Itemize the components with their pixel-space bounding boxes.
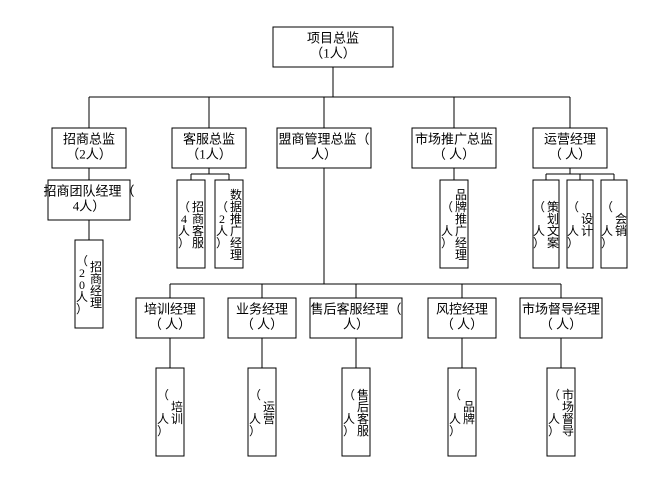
org-node-root: 项目总监（1人） (273, 27, 393, 67)
node-label: 服 (357, 424, 369, 438)
node-label: 服 (192, 236, 204, 250)
node-label: （ 人） (549, 146, 591, 161)
node-label: （ 人） (540, 316, 582, 331)
node-label: （ (157, 388, 169, 402)
node-label: （ (249, 388, 261, 402)
nodes: 项目总监（1人）招商总监（2人）客服总监（1人）盟商管理总监（人）市场推广总监（… (43, 27, 627, 456)
node-label: （ (449, 388, 461, 402)
org-node-m2a: 运营（ 人） (248, 368, 276, 456)
org-node-m2: 业务经理（ 人） (228, 298, 296, 338)
node-label: （ 人） (241, 316, 283, 331)
node-label: 理 (230, 248, 242, 262)
node-label: （ (601, 200, 613, 214)
node-label: 项目总监 (307, 30, 359, 45)
node-label: （1人） (310, 45, 356, 60)
org-node-d2b: 数据推广经理（2人） (215, 180, 243, 268)
node-label: ） (441, 236, 453, 250)
node-label: 培训经理 (144, 301, 196, 316)
node-label: ） (76, 302, 88, 316)
node-label: ） (601, 236, 613, 250)
node-label: 理 (90, 296, 102, 310)
org-node-m1: 培训经理（ 人） (136, 298, 204, 338)
node-label: 人） (343, 316, 369, 331)
org-node-d2: 客服总监（1人） (172, 128, 246, 168)
org-node-d4: 市场推广总监（ 人） (412, 128, 496, 168)
node-label: ） (157, 424, 169, 438)
org-node-m4a: 品牌（ 人） (448, 368, 476, 456)
node-label: ） (567, 236, 579, 250)
node-label: 销 (615, 224, 627, 238)
node-label: 牌 (463, 412, 475, 426)
node-label: 客服总监 (183, 131, 235, 146)
node-label: 导 (562, 424, 574, 438)
node-label: 市场推广总监 (415, 131, 493, 146)
node-label: 招商总监 (63, 131, 115, 146)
node-label: ） (548, 424, 560, 438)
node-label: 市场督导经理 (522, 301, 600, 316)
org-node-d5c: 会销（ 人） (601, 180, 627, 268)
node-label: （1人） (186, 146, 232, 161)
node-label: 盟商管理总监（ (278, 131, 369, 146)
node-label: ） (449, 424, 461, 438)
node-label: ） (533, 236, 545, 250)
node-label: （ (441, 200, 453, 214)
node-label: 计 (581, 224, 593, 238)
node-label: （ (567, 200, 579, 214)
org-node-m5: 市场督导经理（ 人） (520, 298, 602, 338)
node-label: 招商团队经理（ (43, 183, 134, 198)
node-label: 业务经理 (236, 301, 288, 316)
node-label: （ (343, 388, 355, 402)
org-node-m4: 风控经理（ 人） (428, 298, 496, 338)
org-node-d5b: 设计（ 人） (567, 180, 593, 268)
node-label: 人） (311, 146, 337, 161)
org-node-d1a1: 招商经理（20人） (75, 240, 103, 328)
org-chart: 项目总监（1人）招商总监（2人）客服总监（1人）盟商管理总监（人）市场推广总监（… (0, 0, 667, 500)
node-label: ） (249, 424, 261, 438)
org-node-m3: 售后客服经理（人） (310, 298, 402, 338)
node-label: 售后客服经理（ (310, 301, 401, 316)
node-label: ） (178, 236, 190, 250)
node-label: （ 人） (149, 316, 191, 331)
org-node-m3a: 售后客服（ 人） (342, 368, 370, 456)
node-label: 训 (171, 412, 183, 426)
node-label: （2人） (66, 146, 112, 161)
node-label: （ 人） (441, 316, 483, 331)
org-node-d2a: 招商客服（4人） (177, 180, 205, 268)
org-node-d5a: 策划文案（ 人） (533, 180, 559, 268)
node-label: 案 (547, 235, 559, 250)
node-label: ） (216, 236, 228, 250)
node-label: （ (548, 388, 560, 402)
node-label: 4人） (73, 198, 106, 213)
node-label: 理 (455, 248, 467, 262)
node-label: 风控经理 (436, 301, 488, 316)
org-node-d1a: 招商团队经理（4人） (43, 180, 134, 220)
org-node-d3: 盟商管理总监（人） (277, 128, 371, 168)
org-node-d5: 运营经理（ 人） (533, 128, 607, 168)
node-label: ） (343, 424, 355, 438)
org-node-m1a: 培训（ 人） (156, 368, 184, 456)
node-label: 运营经理 (544, 131, 596, 146)
node-label: （ (533, 200, 545, 214)
org-node-d4a: 品牌推广经理（ 人） (440, 180, 468, 268)
org-node-m5a: 市场督导（ 人） (547, 368, 575, 456)
org-node-d1: 招商总监（2人） (52, 128, 126, 168)
node-label: 营 (263, 412, 275, 426)
node-label: （ 人） (433, 146, 475, 161)
